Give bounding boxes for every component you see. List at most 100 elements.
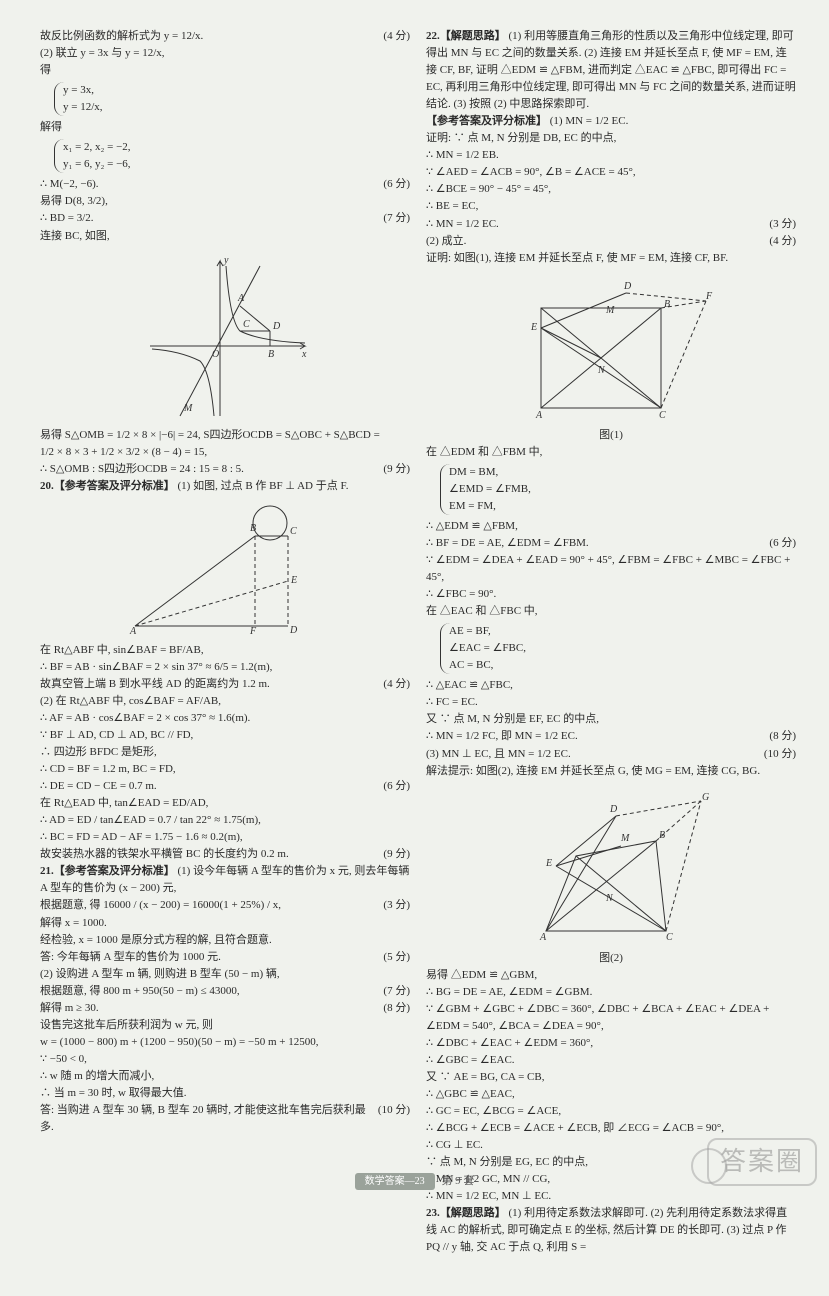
text: (2) 在 Rt△ABF 中, cos∠BAF = AF/AB, [40, 693, 410, 710]
text: 解得 m ≥ 30. [40, 1000, 375, 1017]
svg-text:M: M [605, 305, 615, 316]
text: ∴ BF = DE = AE, ∠EDM = ∠FBM. [426, 535, 761, 552]
text: (2) 成立. [426, 233, 761, 250]
text: 答: 当购进 A 型车 30 辆, B 型车 20 辆时, 才能使这批车售完后获… [40, 1102, 370, 1136]
text: 解法提示: 如图(2), 连接 EM 并延长至点 G, 使 MG = EM, 连… [426, 763, 796, 780]
line: 故真空管上端 B 到水平线 AD 的距离约为 1.2 m. (4 分) [40, 676, 410, 693]
text: 易得 S△OMB = 1/2 × 8 × |−6| = 24, S四边形OCDB… [40, 427, 410, 444]
text: 答: 今年每辆 A 型车的售价为 1000 元. [40, 949, 375, 966]
text: ∴ S△OMB : S四边形OCDB = 24 : 15 = 8 : 5. [40, 461, 375, 478]
text: 经检验, x = 1000 是原分式方程的解, 且符合题意. [40, 932, 410, 949]
svg-text:D: D [289, 625, 298, 636]
score: (3 分) [375, 897, 410, 914]
score: (3 分) [761, 216, 796, 233]
text: ∴ AD = ED / tan∠EAD = 0.7 / tan 22° ≈ 1.… [40, 812, 410, 829]
text: 证明: ∵ 点 M, N 分别是 DB, EC 的中点, [426, 130, 796, 147]
text: 连接 BC, 如图, [40, 228, 410, 245]
line: 故安装热水器的铁架水平横管 BC 的长度约为 0.2 m. (9 分) [40, 846, 410, 863]
q21-head: 21.【参考答案及评分标准】 (1) 设今年每辆 A 型车的售价为 x 元, 则… [40, 863, 410, 897]
text: ∴ w 随 m 的增大而减小, [40, 1068, 410, 1085]
svg-text:C: C [659, 410, 666, 421]
text: ∴ ∠BCE = 90° − 45° = 45°, [426, 181, 796, 198]
text: ∴ DE = CD − CE = 0.7 m. [40, 778, 375, 795]
figure-caption: 图(2) [426, 950, 796, 967]
line: ∴ M(−2, −6). (6 分) [40, 176, 410, 193]
text: (3) MN ⊥ EC, 且 MN = 1/2 EC. [426, 746, 756, 763]
heading: 22.【解题思路】 [426, 30, 506, 42]
text: 解得 x = 1000. [40, 915, 410, 932]
text: ∴ ∠FBC = 90°. [426, 586, 796, 603]
svg-text:F: F [705, 291, 713, 302]
text: ∴ △EAC ≌ △FBC, [426, 677, 796, 694]
text: 在 Rt△EAD 中, tan∠EAD = ED/AD, [40, 795, 410, 812]
text: 在 Rt△ABF 中, sin∠BAF = BF/AB, [40, 642, 410, 659]
text: ∴ ∠BCG + ∠ECB = ∠ACE + ∠ECB, 即 ∠ECG = ∠A… [426, 1120, 796, 1137]
heading: 【参考答案及评分标准】 [426, 115, 547, 127]
score: (4 分) [375, 28, 410, 45]
text: 又 ∵ AE = BG, CA = CB, [426, 1069, 796, 1086]
svg-text:B: B [664, 299, 670, 310]
text: ∴ MN = 1/2 FC, 即 MN = 1/2 EC. [426, 728, 761, 745]
text: ∴ BC = FD = AD − AF = 1.75 − 1.6 ≈ 0.2(m… [40, 829, 410, 846]
watermark: 答案圈 [707, 1138, 817, 1186]
eq: AE = BF, [449, 623, 796, 640]
text: 根据题意, 得 16000 / (x − 200) = 16000(1 + 25… [40, 897, 375, 914]
text: (1) 利用等腰直角三角形的性质以及三角形中位线定理, 即可得出 MN 与 EC… [426, 30, 796, 110]
svg-text:A: A [237, 293, 245, 304]
svg-text:M: M [620, 833, 630, 844]
svg-text:M: M [183, 403, 193, 414]
brace-system: DM = BM, ∠EMD = ∠FMB, EM = FM, [440, 464, 796, 515]
q20-head: 20.【参考答案及评分标准】 (1) 如图, 过点 B 作 BF ⊥ AD 于点… [40, 478, 410, 495]
line: ∴ BF = DE = AE, ∠EDM = ∠FBM. (6 分) [426, 535, 796, 552]
line: (3) MN ⊥ EC, 且 MN = 1/2 EC. (10 分) [426, 746, 796, 763]
text: 1/2 × 8 × 3 + 1/2 × 3/2 × (8 − 4) = 15, [40, 444, 410, 461]
line: ∴ DE = CD − CE = 0.7 m. (6 分) [40, 778, 410, 795]
eq: EM = FM, [449, 498, 796, 515]
svg-text:N: N [597, 365, 606, 376]
score: (8 分) [375, 1000, 410, 1017]
svg-text:A: A [539, 932, 547, 943]
text: 易得 D(8, 3/2), [40, 193, 410, 210]
svg-text:B: B [268, 349, 274, 360]
brace-system: x₁ = 2, x₂ = −2, y₁ = 6, y₂ = −6, [54, 139, 410, 173]
eq: x₁ = 2, x₂ = −2, [63, 139, 410, 156]
svg-text:N: N [605, 893, 614, 904]
score: (7 分) [375, 210, 410, 227]
left-column: 故反比例函数的解析式为 y = 12/x. (4 分) (2) 联立 y = 3… [40, 28, 410, 1256]
q22-answer-head: 【参考答案及评分标准】 (1) MN = 1/2 EC. [426, 113, 796, 130]
eq: ∠EAC = ∠FBC, [449, 640, 796, 657]
svg-text:F: F [249, 626, 257, 636]
text: ∴ 四边形 BFDC 是矩形, [40, 744, 410, 761]
text: 故真空管上端 B 到水平线 AD 的距离约为 1.2 m. [40, 676, 375, 693]
svg-text:E: E [545, 858, 552, 869]
footer-label: 数学答案—23 [355, 1173, 435, 1191]
score: (8 分) [761, 728, 796, 745]
line: 根据题意, 得 16000 / (x − 200) = 16000(1 + 25… [40, 897, 410, 914]
text: ∴ M(−2, −6). [40, 176, 375, 193]
text: 在 △EDM 和 △FBM 中, [426, 444, 796, 461]
svg-text:A: A [535, 410, 543, 421]
heading: 20.【参考答案及评分标准】 [40, 480, 175, 492]
text: ∵ ∠AED = ∠ACB = 90°, ∠B = ∠ACE = 45°, [426, 164, 796, 181]
line: 根据题意, 得 800 m + 950(50 − m) ≤ 43000, (7 … [40, 983, 410, 1000]
text: (1) MN = 1/2 EC. [550, 115, 629, 127]
figure-solar-heater: AB CD EF [120, 501, 330, 636]
brace-system: AE = BF, ∠EAC = ∠FBC, AC = BC, [440, 623, 796, 674]
line: (2) 成立. (4 分) [426, 233, 796, 250]
svg-text:B: B [659, 830, 665, 841]
figure-2: AC BE DM NG [506, 786, 716, 946]
text: ∵ −50 < 0, [40, 1051, 410, 1068]
svg-text:y: y [223, 255, 229, 266]
svg-text:D: D [623, 281, 632, 292]
score: (4 分) [761, 233, 796, 250]
line: ∴ MN = 1/2 FC, 即 MN = 1/2 EC. (8 分) [426, 728, 796, 745]
score: (9 分) [375, 846, 410, 863]
line: ∴ MN = 1/2 EC. (3 分) [426, 216, 796, 233]
svg-text:E: E [530, 322, 537, 333]
text: 又 ∵ 点 M, N 分别是 EF, EC 的中点, [426, 711, 796, 728]
svg-text:E: E [290, 575, 297, 586]
text: w = (1000 − 800) m + (1200 − 950)(50 − m… [40, 1034, 410, 1051]
text: ∴ △GBC ≌ △EAC, [426, 1086, 796, 1103]
score: (4 分) [375, 676, 410, 693]
eq: AC = BC, [449, 657, 796, 674]
